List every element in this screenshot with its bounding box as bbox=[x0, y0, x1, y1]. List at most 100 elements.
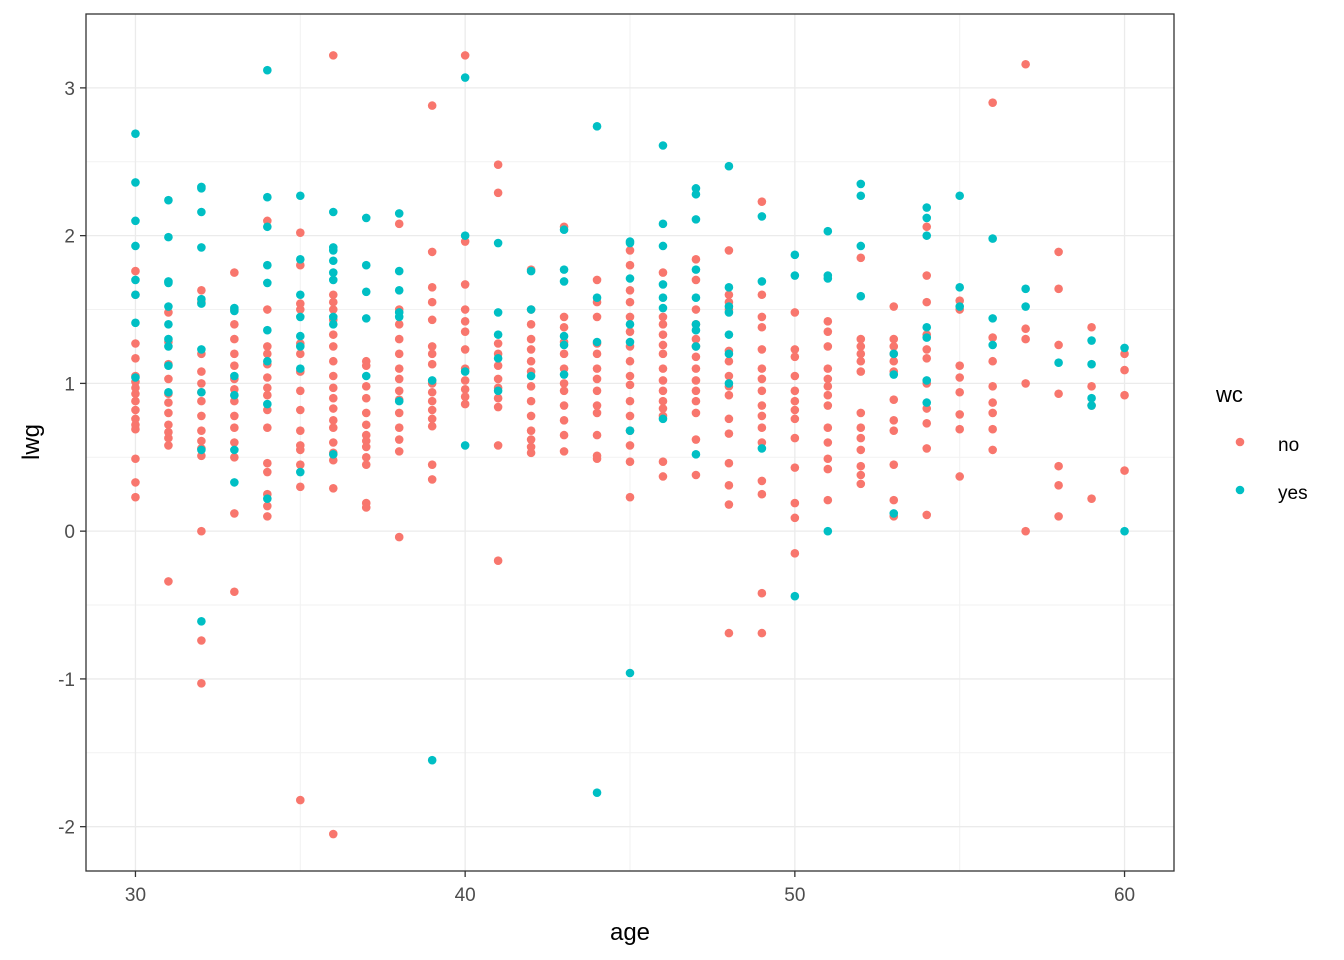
point-yes bbox=[658, 293, 668, 303]
point-no bbox=[493, 393, 503, 403]
point-yes bbox=[790, 271, 800, 280]
point-no bbox=[263, 383, 272, 393]
point-no bbox=[559, 401, 569, 410]
point-no bbox=[230, 334, 239, 344]
point-no bbox=[427, 315, 437, 325]
point-yes bbox=[526, 266, 536, 276]
point-no bbox=[361, 460, 371, 469]
point-no bbox=[988, 398, 997, 407]
point-no bbox=[922, 297, 932, 307]
point-no bbox=[823, 327, 833, 336]
point-no bbox=[691, 435, 701, 444]
point-no bbox=[856, 342, 866, 351]
point-no bbox=[427, 387, 437, 397]
point-yes bbox=[460, 231, 470, 240]
point-yes bbox=[361, 314, 371, 323]
point-no bbox=[361, 408, 371, 418]
point-no bbox=[955, 373, 964, 382]
point-no bbox=[592, 275, 602, 285]
point-yes bbox=[263, 222, 272, 232]
point-yes bbox=[197, 299, 206, 308]
point-no bbox=[296, 426, 305, 435]
point-yes bbox=[922, 322, 932, 332]
point-no bbox=[625, 327, 635, 336]
point-yes bbox=[263, 65, 272, 75]
point-yes bbox=[988, 314, 997, 323]
point-yes bbox=[263, 325, 272, 335]
point-no bbox=[263, 305, 272, 314]
point-no bbox=[658, 349, 668, 359]
point-no bbox=[460, 385, 470, 394]
point-yes bbox=[328, 256, 338, 266]
point-no bbox=[724, 481, 734, 490]
point-no bbox=[460, 345, 470, 354]
point-yes bbox=[856, 191, 866, 201]
point-yes bbox=[394, 209, 404, 218]
point-yes bbox=[1120, 526, 1129, 536]
point-no bbox=[197, 636, 206, 645]
point-no bbox=[361, 430, 371, 440]
point-no bbox=[955, 387, 964, 397]
point-no bbox=[757, 489, 767, 499]
point-no bbox=[559, 379, 569, 388]
point-no bbox=[164, 427, 173, 437]
point-no bbox=[790, 396, 800, 406]
point-no bbox=[823, 495, 833, 505]
y-tick-label: -2 bbox=[58, 818, 75, 839]
point-yes bbox=[757, 277, 767, 286]
point-yes bbox=[625, 426, 635, 435]
point-yes bbox=[131, 129, 140, 138]
point-yes bbox=[559, 265, 569, 274]
point-no bbox=[856, 408, 866, 418]
point-no bbox=[328, 455, 338, 465]
point-yes bbox=[823, 226, 833, 236]
point-yes bbox=[724, 308, 734, 317]
point-no bbox=[757, 588, 767, 598]
point-no bbox=[427, 475, 437, 484]
point-no bbox=[922, 353, 932, 363]
point-no bbox=[328, 416, 338, 425]
point-yes bbox=[296, 312, 305, 322]
point-no bbox=[131, 454, 140, 464]
point-no bbox=[328, 342, 338, 351]
point-no bbox=[197, 426, 206, 435]
point-no bbox=[559, 430, 569, 440]
point-no bbox=[823, 317, 833, 326]
legend-item-yes: yes bbox=[1235, 483, 1308, 504]
y-tick-label: 2 bbox=[64, 227, 75, 248]
point-no bbox=[493, 188, 503, 198]
point-no bbox=[394, 364, 404, 373]
point-no bbox=[724, 414, 734, 424]
point-no bbox=[922, 404, 932, 413]
point-no bbox=[427, 349, 437, 359]
point-no bbox=[1087, 322, 1096, 332]
point-no bbox=[790, 549, 800, 558]
point-no bbox=[230, 587, 239, 597]
point-no bbox=[427, 460, 437, 469]
point-no bbox=[724, 458, 734, 468]
point-yes bbox=[263, 278, 272, 288]
point-no bbox=[164, 433, 173, 443]
point-no bbox=[691, 470, 701, 480]
point-no bbox=[559, 386, 569, 396]
point-yes bbox=[988, 340, 997, 350]
point-no bbox=[691, 305, 701, 314]
point-no bbox=[460, 399, 470, 409]
point-yes bbox=[164, 334, 173, 344]
point-no bbox=[757, 345, 767, 354]
point-no bbox=[230, 452, 239, 462]
point-no bbox=[856, 470, 866, 480]
point-no bbox=[361, 436, 371, 446]
point-yes bbox=[1120, 343, 1129, 353]
point-no bbox=[790, 498, 800, 508]
point-no bbox=[1021, 59, 1030, 69]
legend-key-yes bbox=[1235, 485, 1245, 495]
point-yes bbox=[394, 312, 404, 322]
point-no bbox=[394, 386, 404, 396]
point-yes bbox=[1087, 336, 1096, 345]
legend-label-no: no bbox=[1278, 435, 1299, 456]
plot-border bbox=[85, 13, 1175, 872]
point-no bbox=[263, 512, 272, 521]
point-no bbox=[1054, 481, 1063, 490]
point-yes bbox=[263, 399, 272, 409]
